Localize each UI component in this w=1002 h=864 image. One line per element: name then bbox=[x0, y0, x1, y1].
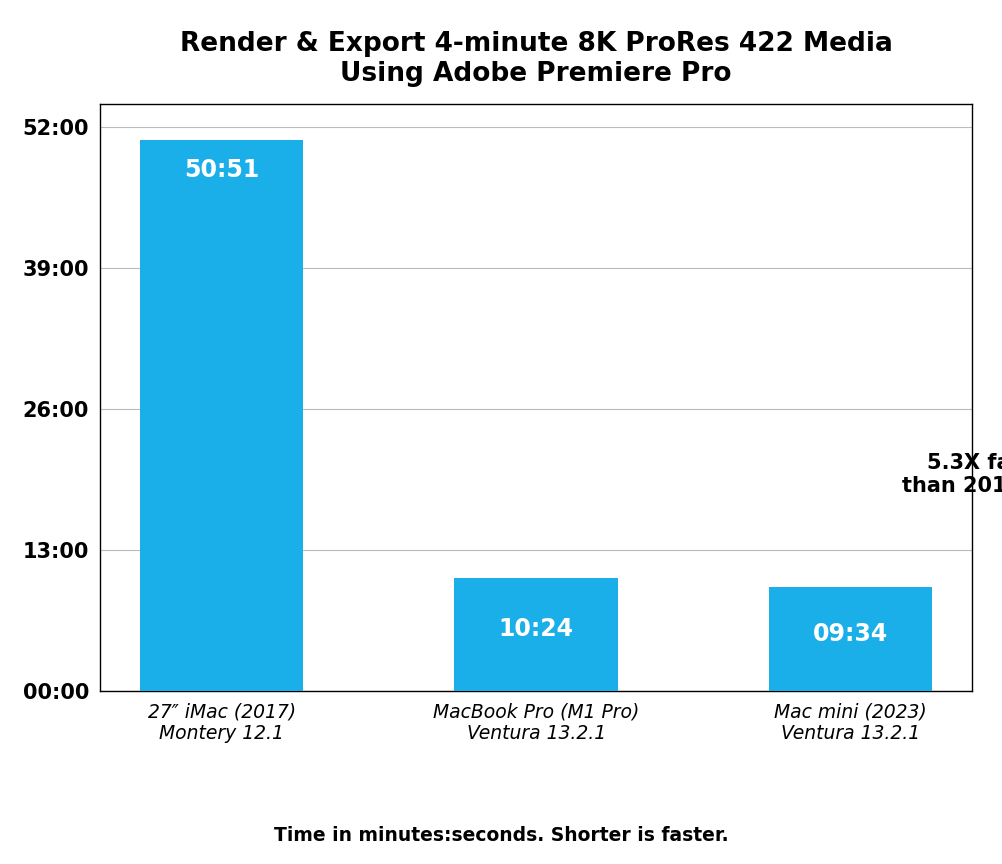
Bar bbox=[769, 588, 932, 691]
Bar bbox=[140, 140, 304, 691]
Text: 5.3X faster
than 2017 iMac: 5.3X faster than 2017 iMac bbox=[902, 453, 1002, 496]
Text: 10:24: 10:24 bbox=[499, 618, 573, 641]
Text: 50:51: 50:51 bbox=[184, 158, 260, 182]
Title: Render & Export 4-minute 8K ProRes 422 Media
Using Adobe Premiere Pro: Render & Export 4-minute 8K ProRes 422 M… bbox=[179, 31, 893, 87]
Text: 09:34: 09:34 bbox=[813, 622, 888, 646]
Text: Time in minutes:seconds. Shorter is faster.: Time in minutes:seconds. Shorter is fast… bbox=[274, 826, 728, 845]
Bar bbox=[454, 578, 618, 691]
